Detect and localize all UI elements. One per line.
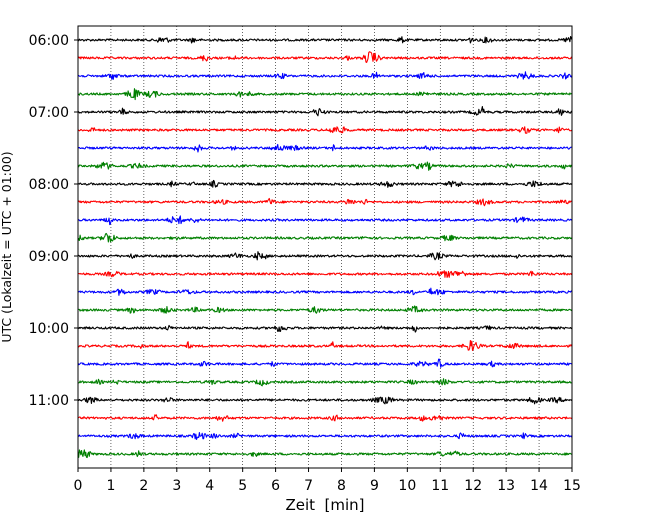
x-tick-label: 12 bbox=[464, 478, 482, 494]
plot-frame bbox=[77, 25, 573, 469]
seismogram-trace bbox=[77, 396, 573, 405]
seismogram-trace bbox=[77, 251, 573, 261]
y-tick-label: 10:00 bbox=[29, 321, 69, 337]
seismogram-trace bbox=[77, 126, 573, 134]
seismogram-trace bbox=[77, 378, 573, 387]
seismogram-trace bbox=[77, 105, 573, 117]
seismogram-trace bbox=[77, 339, 573, 351]
seismogram-trace bbox=[77, 215, 573, 226]
seismogram-trace bbox=[77, 270, 573, 278]
plot-background bbox=[78, 26, 572, 468]
x-tick-label: 9 bbox=[370, 478, 379, 494]
seismogram-trace bbox=[77, 71, 573, 80]
seismogram-trace bbox=[77, 197, 573, 207]
seismogram-trace bbox=[77, 432, 573, 441]
seismogram-traces bbox=[77, 35, 573, 459]
y-tick-label: 08:00 bbox=[29, 177, 69, 193]
seismogram-trace bbox=[77, 324, 573, 333]
x-tick-label: 7 bbox=[304, 478, 313, 494]
seismogram-trace bbox=[77, 232, 573, 243]
seismogram-trace bbox=[77, 51, 573, 63]
seismogram-trace bbox=[77, 88, 573, 101]
x-tick-label: 4 bbox=[205, 478, 214, 494]
x-tick-label: 10 bbox=[398, 478, 416, 494]
x-tick-label: 8 bbox=[337, 478, 346, 494]
x-tick-label: 3 bbox=[172, 478, 181, 494]
y-tick-label: 07:00 bbox=[29, 105, 69, 121]
seismogram-trace bbox=[77, 179, 573, 188]
seismogram-trace bbox=[77, 287, 573, 296]
seismogram-trace bbox=[77, 161, 573, 171]
seismogram-trace bbox=[77, 35, 573, 44]
seismogram-trace bbox=[77, 305, 573, 314]
y-axis-label: UTC (Lokalzeit = UTC + 01:00) bbox=[0, 151, 14, 342]
x-tick-label: 11 bbox=[431, 478, 449, 494]
x-tick-label: 5 bbox=[238, 478, 247, 494]
x-tick-label: 6 bbox=[271, 478, 280, 494]
seismogram-trace bbox=[77, 143, 573, 153]
x-axis: 0 1 2 3 4 5 6 7 8 9 10 11 12 13 14 15 bbox=[74, 468, 581, 494]
x-tick-label: 13 bbox=[497, 478, 515, 494]
x-tick-label: 15 bbox=[563, 478, 581, 494]
x-axis-label: Zeit [min] bbox=[285, 496, 364, 514]
seismogram-trace bbox=[77, 414, 573, 422]
y-axis: 06:00 07:00 08:00 09:00 10:00 11:00 bbox=[29, 33, 78, 409]
x-tick-label: 2 bbox=[139, 478, 148, 494]
y-tick-label: 06:00 bbox=[29, 33, 69, 49]
x-tick-label: 0 bbox=[74, 478, 83, 494]
seismogram-trace bbox=[77, 358, 573, 368]
x-tick-label: 14 bbox=[530, 478, 548, 494]
y-tick-label: 09:00 bbox=[29, 249, 69, 265]
y-tick-label: 11:00 bbox=[29, 393, 69, 409]
x-tick-label: 1 bbox=[106, 478, 115, 494]
seismogram-trace bbox=[77, 449, 573, 459]
